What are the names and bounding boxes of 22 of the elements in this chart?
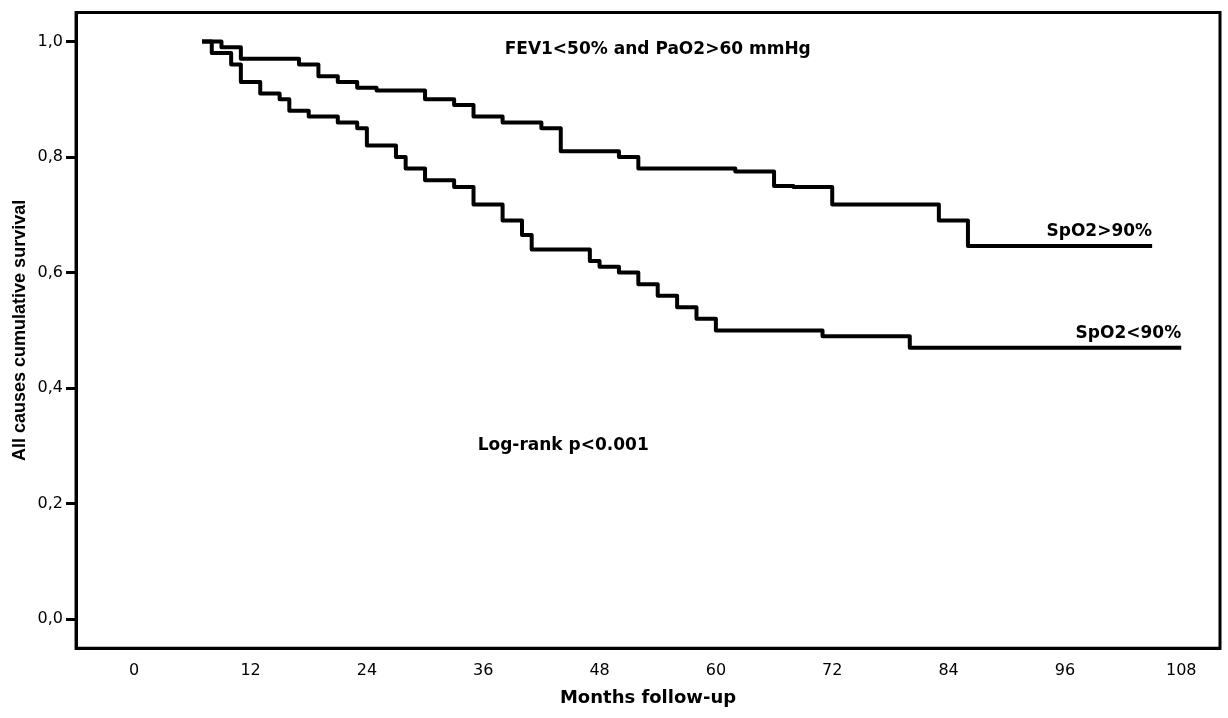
x-tick-label: 12 bbox=[240, 659, 261, 679]
text: FEV1<50% and PaO2>60 mmHg bbox=[504, 38, 811, 59]
x-tick-label: 36 bbox=[473, 659, 494, 679]
x-axis-title: Months follow-up bbox=[559, 685, 737, 707]
x-tick-label: 84 bbox=[938, 659, 959, 679]
x-tick-label: 24 bbox=[356, 659, 378, 679]
series-label: SpO2>90% bbox=[1046, 219, 1153, 240]
y-tick-label: 0,0 bbox=[37, 608, 64, 628]
y-tick-label: 0,2 bbox=[37, 492, 64, 512]
x-tick-label: 72 bbox=[822, 659, 843, 679]
y-tick-label: 0,4 bbox=[37, 377, 64, 397]
x-tick-label: 108 bbox=[1165, 659, 1197, 679]
series-label: SpO2<90% bbox=[1075, 321, 1182, 342]
y-axis-title: All causes cumulative survival bbox=[8, 199, 29, 461]
x-tick-label: 48 bbox=[589, 659, 610, 679]
x-tick-label: 96 bbox=[1054, 659, 1076, 679]
x-tick-label: 60 bbox=[705, 659, 727, 679]
y-tick-label: 0,8 bbox=[37, 146, 64, 166]
y-tick-label: 0,6 bbox=[37, 261, 64, 281]
annotation: Log-rank p<0.001 bbox=[477, 434, 649, 455]
y-tick-label: 1,0 bbox=[37, 30, 64, 50]
x-tick-label: 0 bbox=[129, 659, 140, 679]
